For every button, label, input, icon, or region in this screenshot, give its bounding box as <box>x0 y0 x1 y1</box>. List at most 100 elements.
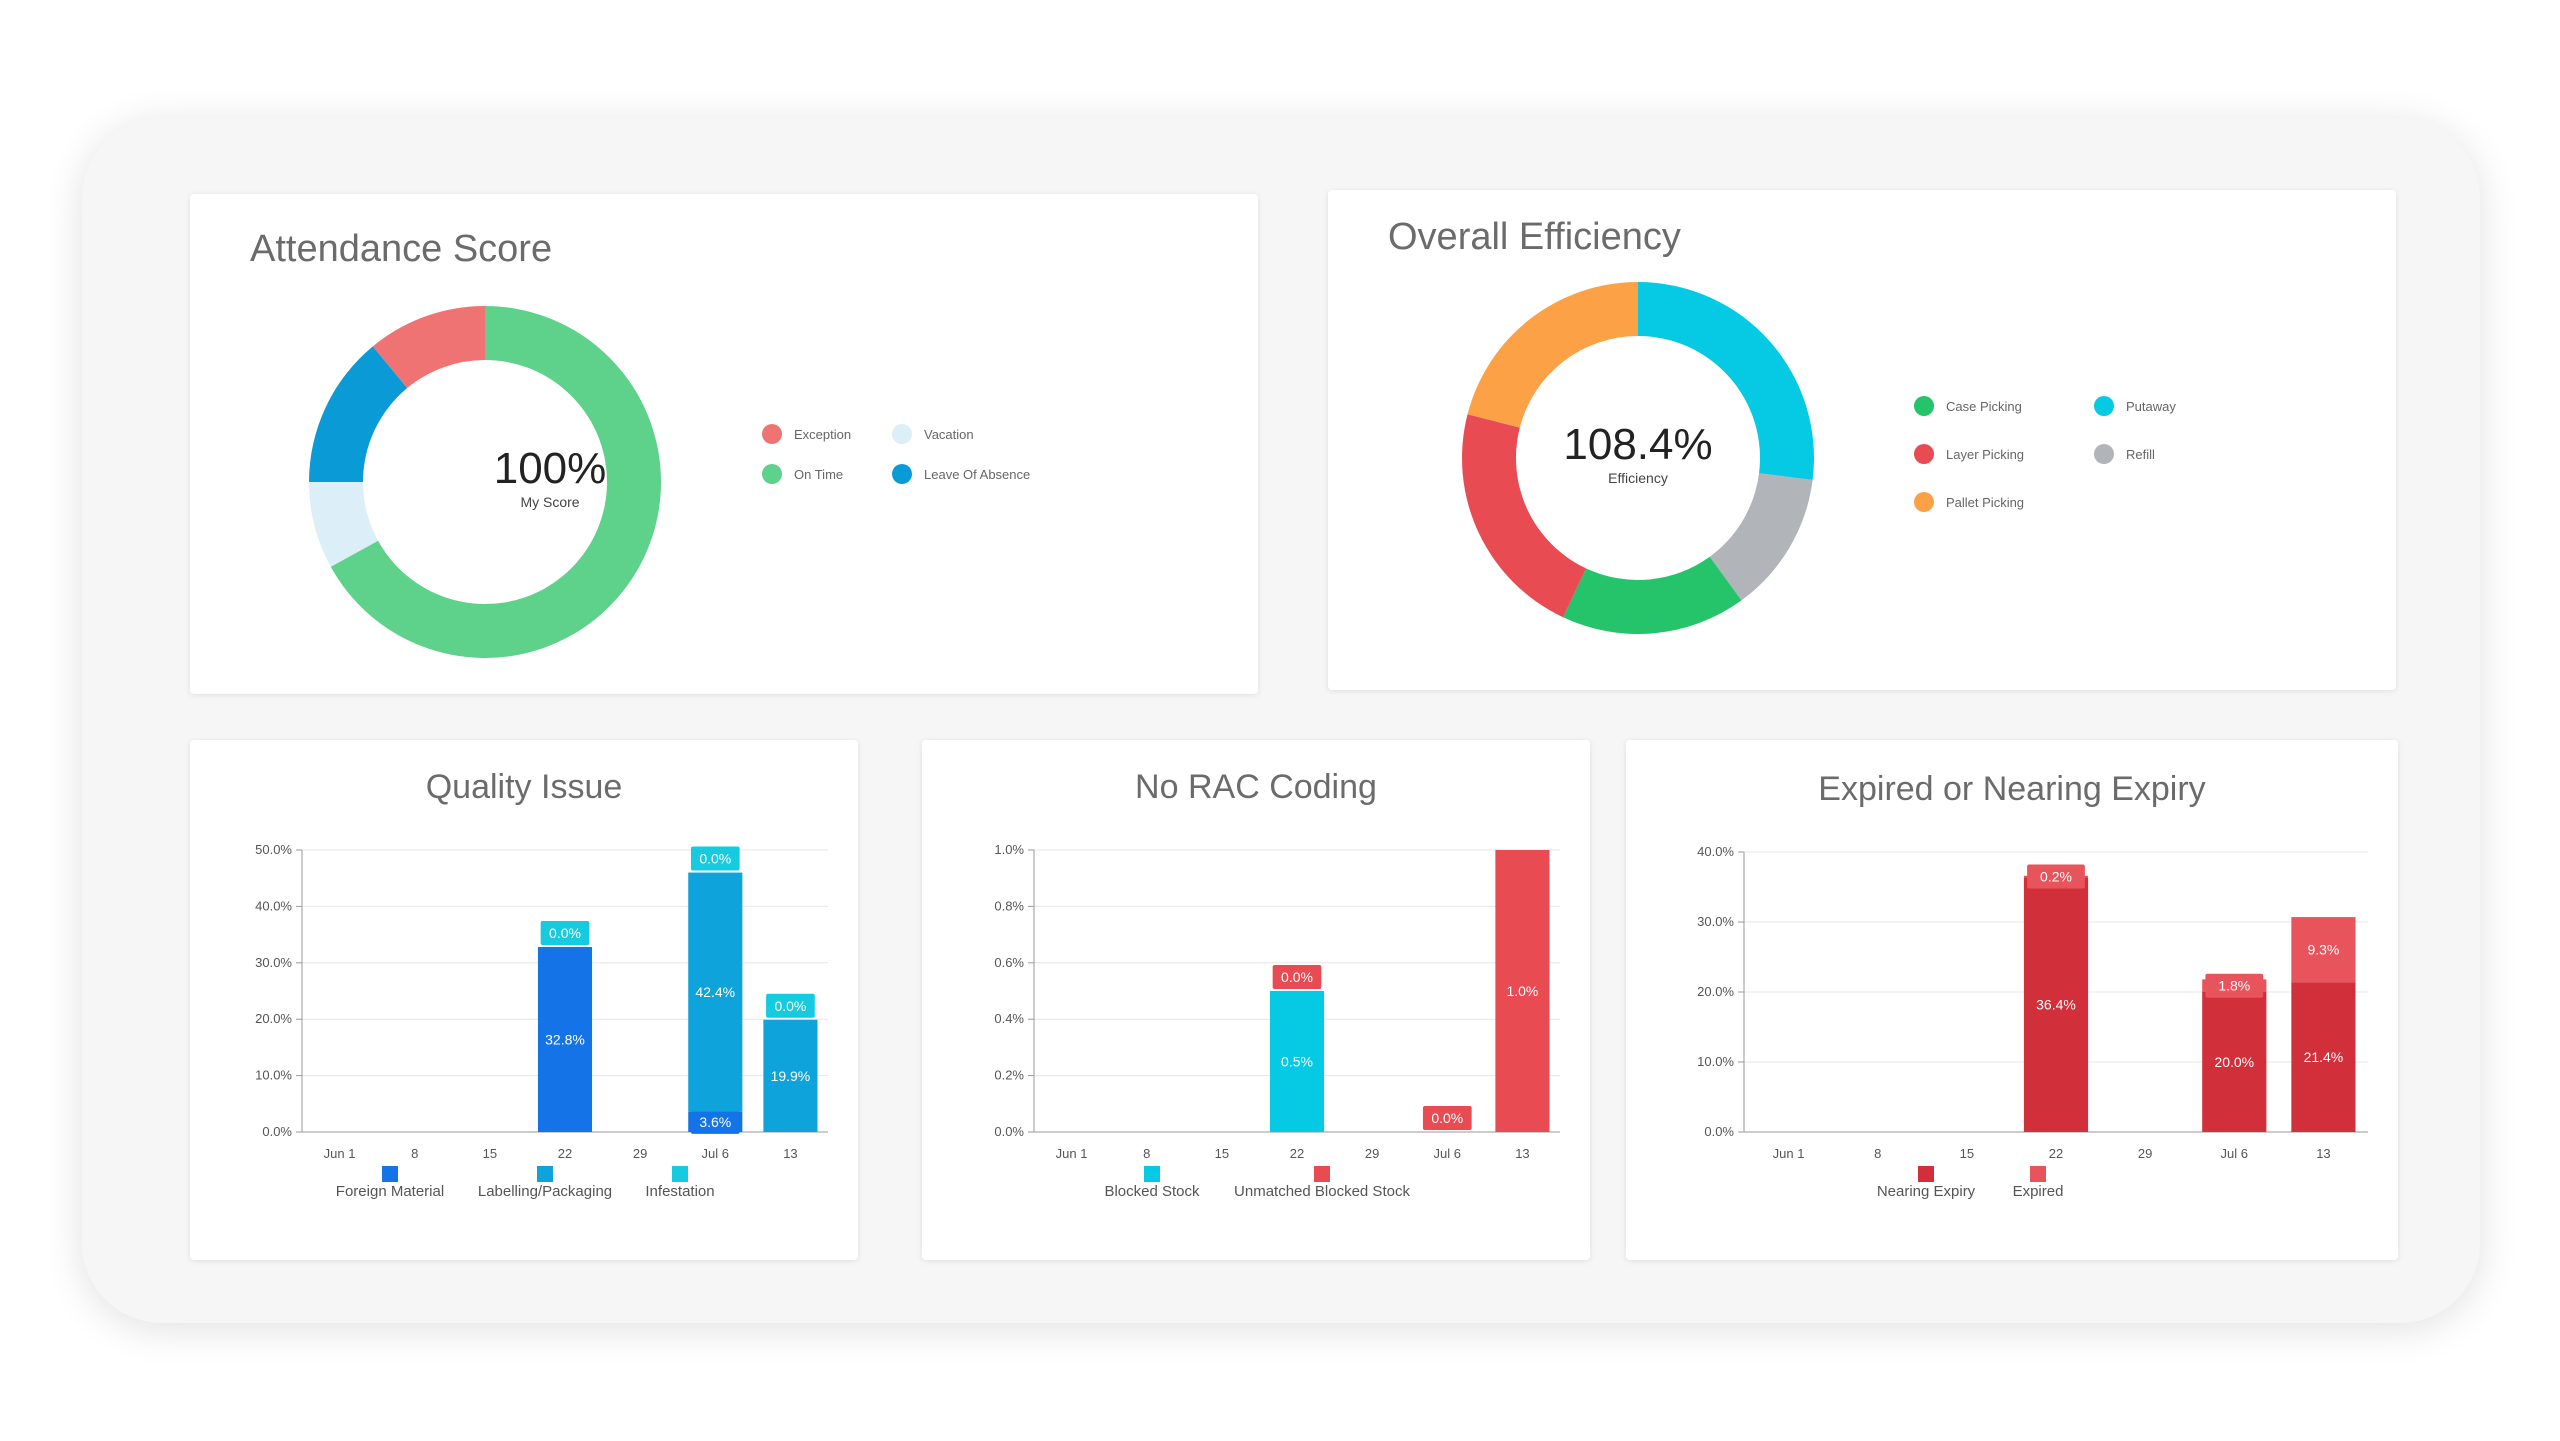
legend-label: Pallet Picking <box>1946 494 2025 510</box>
y-tick-label: 40.0% <box>1697 844 1734 859</box>
legend-swatch[interactable] <box>382 1166 398 1182</box>
card-title: Attendance Score <box>250 228 553 270</box>
legend-label[interactable]: Blocked Stock <box>1104 1183 1200 1200</box>
data-label: 0.0% <box>774 998 806 1014</box>
legend-label: On Time <box>794 466 844 482</box>
data-label: 21.4% <box>2304 1049 2344 1065</box>
no-rac-coding-card: No RAC Coding 0.0% 0.2% 0.4% 0.6% 0.8% 1.0% Ju… <box>922 740 1590 1260</box>
x-tick-label: Jun 1 <box>324 1146 356 1161</box>
legend-swatch <box>762 424 782 444</box>
legend-item-case-picking[interactable]: Case Picking <box>1914 396 2022 416</box>
y-tick-label: 0.8% <box>994 898 1024 913</box>
donut-slice-putaway[interactable] <box>1638 282 1814 481</box>
legend-label[interactable]: Infestation <box>645 1183 714 1200</box>
y-tick-label: 30.0% <box>255 955 292 970</box>
legend-item-refill[interactable]: Refill <box>2094 444 2155 464</box>
legend-item-vacation[interactable]: Vacation <box>892 424 974 444</box>
donut-slice-vacation[interactable] <box>309 482 379 567</box>
y-tick-label: 0.6% <box>994 955 1024 970</box>
x-tick-label: 29 <box>2138 1146 2152 1161</box>
legend-label[interactable]: Expired <box>2013 1183 2064 1200</box>
no-rac-coding-bar-chart: 0.0% 0.2% 0.4% 0.6% 0.8% 1.0% Jun 1 8 15 22 29 Jul … <box>994 842 1560 1200</box>
legend-item-exception[interactable]: Exception <box>762 424 851 444</box>
quality-issue-bar-chart: 0.0% 10.0% 20.0% 30.0% 40.0% 50.0% Jun 1 8 15 22 2… <box>255 842 828 1200</box>
legend-item-layer-picking[interactable]: Layer Picking <box>1914 444 2024 464</box>
card-title: Quality Issue <box>425 768 623 806</box>
donut-slice-on-time[interactable] <box>330 306 661 658</box>
legend-label[interactable]: Unmatched Blocked Stock <box>1234 1183 1410 1200</box>
donut-slice-layer-picking[interactable] <box>1462 414 1587 618</box>
data-label: 20.0% <box>2214 1054 2254 1070</box>
data-label: 0.2% <box>2040 869 2072 885</box>
donut-slice-refill[interactable] <box>1709 473 1813 601</box>
y-tick-label: 0.0% <box>1704 1124 1734 1139</box>
y-tick-label: 10.0% <box>1697 1054 1734 1069</box>
data-label-box <box>2294 1045 2353 1070</box>
overall-efficiency-card: Overall Efficiency 108.4% Efficiency Cas… <box>1328 190 2396 690</box>
legend-item-leave-of-absence[interactable]: Leave Of Absence <box>892 464 1030 484</box>
data-label: 36.4% <box>2036 997 2076 1013</box>
legend-swatch <box>2094 444 2114 464</box>
legend-swatch[interactable] <box>1918 1166 1934 1182</box>
donut-center: 100% My Score <box>430 444 670 510</box>
data-label-box <box>1272 1049 1322 1074</box>
legend-label[interactable]: Labelling/Packaging <box>478 1183 612 1200</box>
legend-swatch <box>2094 396 2114 416</box>
x-tick-label: Jul 6 <box>702 1146 729 1161</box>
y-tick-label: 20.0% <box>255 1011 292 1026</box>
x-tick-label: 8 <box>1143 1146 1150 1161</box>
legend-swatch[interactable] <box>1314 1166 1330 1182</box>
y-tick-label: 0.0% <box>262 1124 292 1139</box>
data-label-box <box>2205 973 2264 998</box>
x-tick-label: 15 <box>1215 1146 1229 1161</box>
data-label: 9.3% <box>2307 942 2339 958</box>
x-tick-label: Jul 6 <box>1434 1146 1461 1161</box>
legend-swatch <box>1914 492 1934 512</box>
card-title: Expired or Nearing Expiry <box>1818 770 2206 808</box>
expiry-bar-chart: 0.0% 10.0% 20.0% 30.0% 40.0% Jun 1 8 15 22 29 Jul … <box>1697 844 2368 1200</box>
legend-swatch[interactable] <box>672 1166 688 1182</box>
center-value: 100% <box>493 444 607 493</box>
expired-nearing-expiry-card: Expired or Nearing Expiry 0.0% 10.0% 20.0%… <box>1626 740 2398 1260</box>
data-label-box <box>540 921 590 946</box>
legend-swatch <box>1914 444 1934 464</box>
legend-label: Exception <box>794 426 852 442</box>
y-tick-label: 10.0% <box>255 1068 292 1083</box>
quality-issue-card: Quality Issue 0.0% 10.0% 20.0% 30.0% 40.0% 50… <box>190 740 858 1260</box>
x-tick-label: 15 <box>1960 1146 1974 1161</box>
donut-center: 108.4% Efficiency <box>1493 420 1783 486</box>
legend-swatch[interactable] <box>1144 1166 1160 1182</box>
legend-swatch[interactable] <box>537 1166 553 1182</box>
x-tick-label: 22 <box>558 1146 572 1161</box>
data-label: 42.4% <box>695 984 735 1000</box>
donut-slice-case-picking[interactable] <box>1563 556 1742 634</box>
data-label: 0.0% <box>1281 969 1313 985</box>
legend-label: Case Picking <box>1946 398 2022 414</box>
x-tick-label: Jul 6 <box>2221 1146 2248 1161</box>
legend-label[interactable]: Nearing Expiry <box>1877 1183 1976 1200</box>
attendance-score-card: Attendance Score 100% My Score Exception… <box>190 194 1258 694</box>
legend-swatch[interactable] <box>2030 1166 2046 1182</box>
legend-swatch <box>892 424 912 444</box>
data-label: 0.0% <box>549 925 581 941</box>
x-tick-label: 13 <box>2316 1146 2330 1161</box>
data-label-box <box>1422 1106 1472 1130</box>
data-label-box <box>690 846 740 871</box>
legend-label: Refill <box>2126 446 2155 462</box>
legend-label[interactable]: Foreign Material <box>336 1183 444 1200</box>
card-title: Overall Efficiency <box>1388 216 1681 258</box>
y-tick-label: 1.0% <box>994 842 1024 857</box>
efficiency-donut-chart <box>1462 282 1814 634</box>
legend-item-pallet-picking[interactable]: Pallet Picking <box>1914 492 2024 512</box>
donut-slice-exception[interactable] <box>372 306 485 388</box>
y-tick-label: 0.0% <box>994 1124 1024 1139</box>
donut-slice-pallet-picking[interactable] <box>1467 282 1638 428</box>
data-label: 1.0% <box>1506 983 1538 999</box>
legend-item-putaway[interactable]: Putaway <box>2094 396 2176 416</box>
y-tick-label: 40.0% <box>255 898 292 913</box>
donut-slice-leave-of-absence[interactable] <box>309 346 408 482</box>
y-tick-label: 0.2% <box>994 1068 1024 1083</box>
data-label-box <box>766 993 815 1018</box>
legend-item-on-time[interactable]: On Time <box>762 464 843 484</box>
data-label-box <box>766 1063 815 1088</box>
